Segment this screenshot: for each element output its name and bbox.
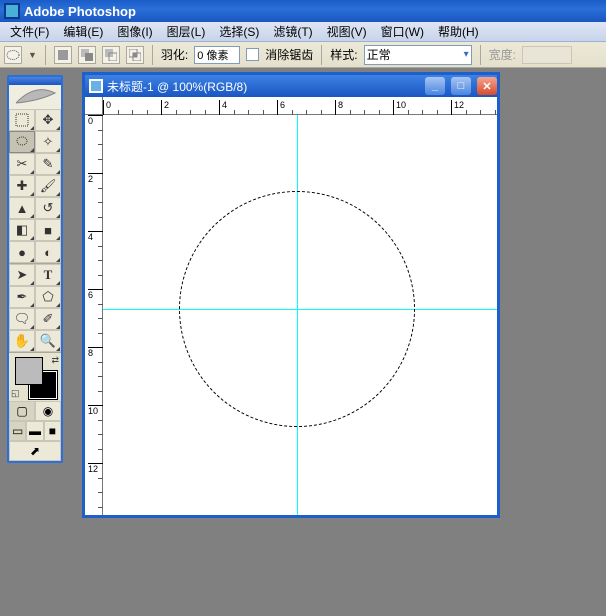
brush-tool[interactable]: 🖌 [35, 175, 61, 197]
chevron-down-icon: ▾ [464, 49, 469, 60]
swap-colors-icon[interactable]: ⇄ [51, 355, 59, 366]
menu-layer[interactable]: 图层(L) [161, 21, 212, 42]
style-label: 样式: [330, 46, 357, 63]
maximize-button[interactable]: □ [451, 77, 471, 95]
move-tool[interactable]: ✥ [35, 109, 61, 131]
chevron-down-icon[interactable]: ▼ [28, 50, 37, 60]
select-new-icon[interactable] [54, 46, 72, 64]
jump-to-imageready-button[interactable]: ⬈ [9, 441, 61, 461]
history-brush-tool[interactable]: ↺ [35, 197, 61, 219]
screenmode-standard-button[interactable]: ▭ [9, 421, 26, 441]
blur-tool[interactable]: ● [9, 241, 35, 263]
marquee-tool[interactable] [9, 109, 35, 131]
notes-tool[interactable]: 🗨 [9, 308, 35, 330]
shape-tool[interactable]: ⬠ [35, 286, 61, 308]
screenmode-full-menu-button[interactable]: ▬ [26, 421, 43, 441]
separator [152, 45, 153, 65]
menu-filter[interactable]: 滤镜(T) [267, 21, 318, 42]
pen-tool[interactable]: ✒ [9, 286, 35, 308]
wand-tool[interactable]: ✧ [35, 131, 61, 153]
style-select-value: 正常 [367, 46, 391, 63]
menu-select[interactable]: 选择(S) [213, 21, 265, 42]
stamp-tool[interactable]: ▲ [9, 197, 35, 219]
elliptical-selection[interactable] [179, 191, 415, 427]
minimize-button[interactable]: _ [425, 77, 445, 95]
separator [480, 45, 481, 65]
toolbox-grip[interactable] [9, 77, 61, 85]
color-swatch-area: ⇄ ◱ [9, 353, 61, 401]
menu-bar: 文件(F) 编辑(E) 图像(I) 图层(L) 选择(S) 滤镜(T) 视图(V… [0, 22, 606, 42]
path-select-tool[interactable]: ➤ [9, 264, 35, 286]
separator [321, 45, 322, 65]
app-window: Adobe Photoshop 文件(F) 编辑(E) 图像(I) 图层(L) … [0, 0, 606, 616]
hand-tool[interactable]: ✋ [9, 330, 35, 352]
antialias-checkbox[interactable] [246, 48, 259, 61]
eyedropper-tool[interactable]: ✐ [35, 308, 61, 330]
slice-tool[interactable]: ✎ [35, 153, 61, 175]
canvas[interactable] [103, 115, 497, 515]
select-subtract-icon[interactable] [102, 46, 120, 64]
photoshop-feather-icon [9, 85, 61, 109]
lasso-tool[interactable] [9, 131, 35, 153]
type-tool[interactable]: T [35, 264, 61, 286]
standard-mode-button[interactable]: ▢ [9, 401, 35, 421]
document-title: 未标题-1 @ 100%(RGB/8) [107, 78, 247, 95]
menu-help[interactable]: 帮助(H) [432, 21, 485, 42]
quickmask-mode-button[interactable]: ◉ [35, 401, 61, 421]
zoom-tool[interactable]: 🔍 [35, 330, 61, 352]
menu-window[interactable]: 窗口(W) [375, 21, 430, 42]
menu-file[interactable]: 文件(F) [4, 21, 55, 42]
menu-edit[interactable]: 编辑(E) [57, 21, 109, 42]
crop-tool[interactable]: ✂ [9, 153, 35, 175]
ruler-origin[interactable] [85, 97, 103, 115]
close-button[interactable]: ✕ [477, 77, 497, 95]
width-label: 宽度: [489, 46, 516, 63]
dodge-tool[interactable]: ◐ [35, 241, 61, 263]
gradient-tool[interactable]: ■ [35, 219, 61, 241]
eraser-tool[interactable]: ◧ [9, 219, 35, 241]
active-tool-icon[interactable] [4, 46, 22, 64]
tool-grid: ✥ ✧ ✂ ✎ ✚ 🖌 ▲ ↺ ◧ ■ ● ◐ ➤ T ✒ ⬠ 🗨 ✐ [9, 109, 61, 352]
antialias-label: 消除锯齿 [265, 46, 313, 63]
width-input-disabled [522, 46, 572, 64]
workspace: ✥ ✧ ✂ ✎ ✚ 🖌 ▲ ↺ ◧ ■ ● ◐ ➤ T ✒ ⬠ 🗨 ✐ [0, 68, 606, 616]
app-title-bar: Adobe Photoshop [0, 0, 606, 22]
screenmode-full-button[interactable]: ■ [44, 421, 61, 441]
select-add-icon[interactable] [78, 46, 96, 64]
foreground-color-swatch[interactable] [15, 357, 43, 385]
photoshop-icon [4, 3, 20, 19]
ruler-vertical[interactable]: 024681012 [85, 115, 103, 515]
default-colors-icon[interactable]: ◱ [11, 388, 20, 399]
document-window: 未标题-1 @ 100%(RGB/8) _ □ ✕ 024681012 0246… [82, 72, 500, 518]
menu-view[interactable]: 视图(V) [321, 21, 373, 42]
document-content: 024681012 024681012 [85, 97, 497, 515]
ruler-horizontal[interactable]: 024681012 [103, 97, 497, 115]
feather-label: 羽化: [161, 46, 188, 63]
toolbox-panel: ✥ ✧ ✂ ✎ ✚ 🖌 ▲ ↺ ◧ ■ ● ◐ ➤ T ✒ ⬠ 🗨 ✐ [7, 75, 63, 463]
heal-tool[interactable]: ✚ [9, 175, 35, 197]
document-icon [89, 79, 103, 93]
feather-input[interactable] [194, 46, 240, 64]
style-select[interactable]: 正常 ▾ [364, 45, 472, 65]
separator [45, 45, 46, 65]
menu-image[interactable]: 图像(I) [111, 21, 158, 42]
select-intersect-icon[interactable] [126, 46, 144, 64]
document-title-bar[interactable]: 未标题-1 @ 100%(RGB/8) _ □ ✕ [85, 75, 497, 97]
options-bar: ▼ 羽化: 消除锯齿 样式: 正常 ▾ 宽度: [0, 42, 606, 68]
app-title: Adobe Photoshop [24, 4, 136, 19]
